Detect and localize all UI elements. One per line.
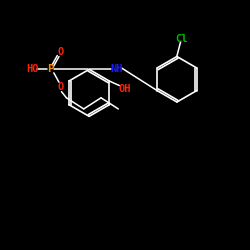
Text: P: P (48, 64, 54, 74)
Text: HO: HO (26, 64, 38, 74)
Text: O: O (57, 82, 63, 92)
Text: NH: NH (110, 64, 122, 74)
Text: Cl: Cl (175, 34, 188, 44)
Text: O: O (57, 47, 63, 57)
Text: OH: OH (118, 84, 130, 94)
